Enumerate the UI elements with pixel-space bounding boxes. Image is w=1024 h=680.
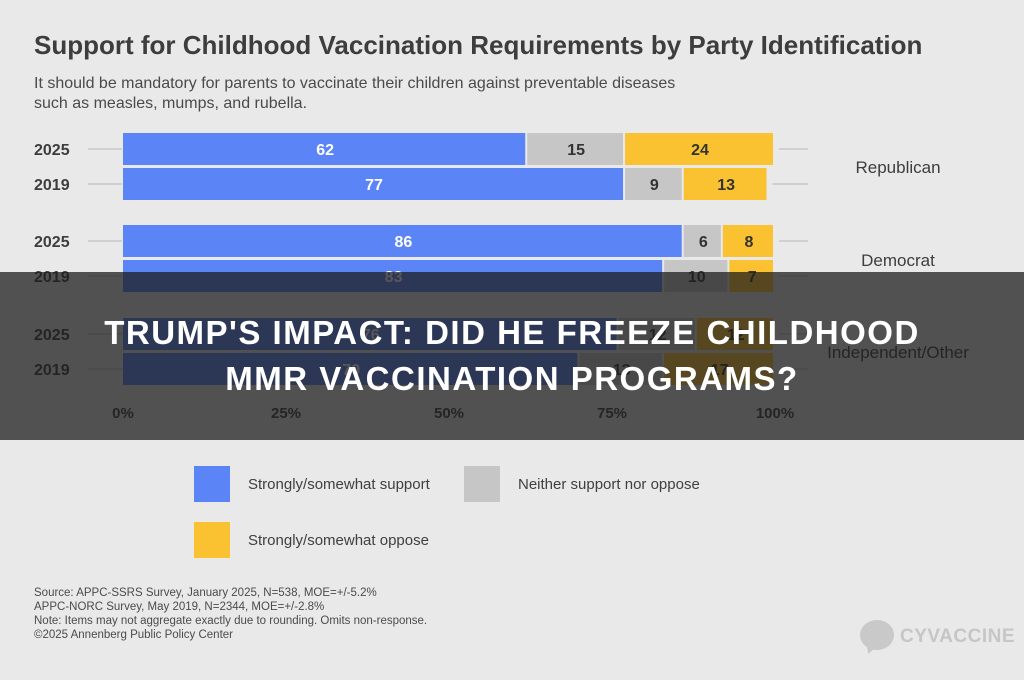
bar-value-label: 77 xyxy=(365,177,383,194)
legend: Strongly/somewhat support Neither suppor… xyxy=(194,466,754,562)
legend-label-neither: Neither support nor oppose xyxy=(518,475,700,493)
bar-neither xyxy=(527,133,624,165)
group-label: Republican xyxy=(855,158,940,177)
year-label: 2019 xyxy=(34,177,70,194)
legend-swatch-oppose xyxy=(194,522,230,558)
bar-oppose xyxy=(625,133,773,165)
bar-neither xyxy=(683,225,721,257)
bar-value-label: 62 xyxy=(316,142,334,159)
bar-value-label: 6 xyxy=(699,234,708,251)
legend-swatch-neither xyxy=(464,466,500,502)
bar-support xyxy=(123,225,682,257)
bar-support xyxy=(123,168,624,200)
source-line-1: Source: APPC-SSRS Survey, January 2025, … xyxy=(34,587,377,599)
year-label: 2025 xyxy=(34,234,70,251)
legend-label-support: Strongly/somewhat support xyxy=(248,475,430,493)
source-notes: Source: APPC-SSRS Survey, January 2025, … xyxy=(34,586,634,642)
bar-neither xyxy=(625,168,682,200)
legend-label-oppose: Strongly/somewhat oppose xyxy=(248,531,429,549)
bar-support xyxy=(123,133,526,165)
group-label: Democrat xyxy=(861,251,935,270)
bar-value-label: 13 xyxy=(717,177,735,194)
brand-name: CYVACCINE xyxy=(900,626,1015,647)
bar-oppose xyxy=(722,225,773,257)
source-line-3: Note: Items may not aggregate exactly du… xyxy=(34,615,428,627)
bar-value-label: 9 xyxy=(650,177,659,194)
year-label: 2025 xyxy=(34,142,70,159)
subtitle-line-1: It should be mandatory for parents to va… xyxy=(34,75,676,92)
subtitle-line-2: such as measles, mumps, and rubella. xyxy=(34,95,308,112)
bar-oppose xyxy=(683,168,767,200)
legend-item-support: Strongly/somewhat support xyxy=(194,466,430,502)
bar-value-label: 8 xyxy=(744,234,753,251)
legend-swatch-support xyxy=(194,466,230,502)
headline-line-1: TRUMP'S IMPACT: DID HE FREEZE CHILDHOOD xyxy=(104,314,920,351)
headline-line-2: MMR VACCINATION PROGRAMS? xyxy=(225,360,799,397)
legend-item-oppose: Strongly/somewhat oppose xyxy=(194,522,429,558)
source-line-2: APPC-NORC Survey, May 2019, N=2344, MOE=… xyxy=(34,601,325,613)
source-line-4: ©2025 Annenberg Public Policy Center xyxy=(34,629,233,641)
legend-item-neither: Neither support nor oppose xyxy=(464,466,700,502)
chart-title: Support for Childhood Vaccination Requir… xyxy=(34,30,923,60)
brand-watermark: CYVACCINE xyxy=(860,620,1015,656)
bar-value-label: 15 xyxy=(567,142,585,159)
bar-value-label: 86 xyxy=(394,234,412,251)
headline-banner: TRUMP'S IMPACT: DID HE FREEZE CHILDHOOD … xyxy=(0,272,1024,440)
chart-subtitle: It should be mandatory for parents to va… xyxy=(34,74,824,114)
bar-value-label: 24 xyxy=(691,142,709,159)
speech-bubble-icon xyxy=(860,620,894,656)
